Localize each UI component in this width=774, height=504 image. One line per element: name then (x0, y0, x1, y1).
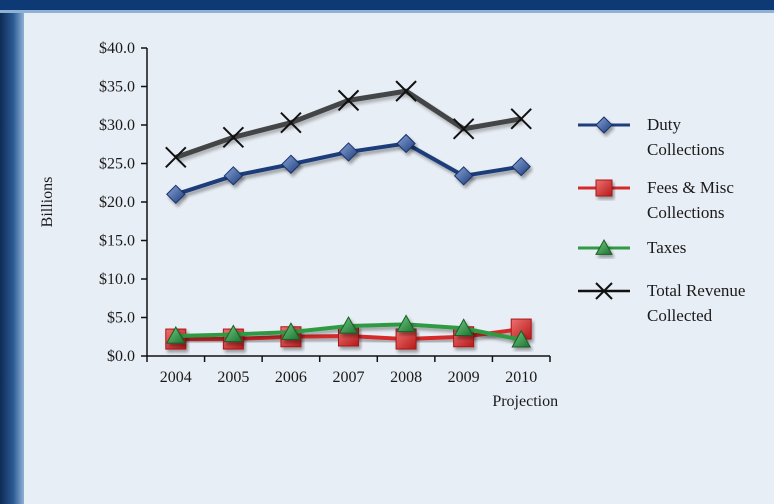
data-point-duty (281, 154, 301, 174)
y-tick-label: $40.0 (99, 40, 135, 57)
top-bar-strip (0, 10, 774, 13)
data-point-total (337, 89, 360, 112)
x-marker-stroke (395, 80, 417, 102)
data-point-taxes (223, 324, 244, 343)
legend-marker-fees (595, 179, 613, 197)
y-axis: $0.0 $5.0 $10.0 $15.0 $20.0 $25.0 $30.0 $35.0 $4… (39, 40, 148, 365)
legend-label-total: Total Revenue (647, 281, 745, 300)
data-point-total (510, 108, 532, 130)
legend-label-fees: Collections (647, 203, 724, 222)
y-tick-marks (141, 47, 147, 357)
y-tick-labels: $0.0 $5.0 $10.0 $15.0 $20.0 $25.0 $30.0 $35.0 $4… (99, 40, 135, 365)
data-point-taxes (165, 325, 186, 344)
x-tick-label: 2009 (448, 369, 480, 386)
y-tick-label: $5.0 (107, 310, 135, 327)
x-tick-label: 2006 (275, 369, 307, 386)
data-point-taxes (511, 329, 532, 348)
legend-label-taxes: Taxes (647, 238, 686, 257)
x-marker-stroke (222, 126, 245, 149)
x-marker-stroke (337, 89, 360, 112)
series-layer (165, 80, 532, 350)
data-point-taxes (338, 315, 359, 334)
x-tick-label: 2008 (390, 369, 422, 386)
x-marker-stroke (595, 282, 613, 300)
data-point-total (395, 80, 417, 102)
x-tick-sublabel: Projection (492, 393, 558, 410)
legend-marker-total (595, 282, 613, 300)
data-point-duty (511, 156, 531, 177)
x-tick-label: 2004 (160, 369, 192, 386)
data-point-total (165, 146, 187, 169)
x-marker-stroke (280, 111, 302, 134)
legend-item-taxes: Taxes (578, 238, 686, 257)
series-duty (166, 133, 531, 205)
x-axis: 2004 2005 2006 2007 2008 2009 2010 Projection (146, 355, 558, 410)
legend-item-fees: Fees & Misc Collections (578, 178, 734, 222)
data-point-duty (396, 133, 416, 154)
y-tick-label: $20.0 (99, 194, 135, 211)
series-taxes (165, 314, 532, 348)
x-tick-labels: 2004 2005 2006 2007 2008 2009 2010 Projection (160, 369, 558, 410)
legend-marker-duty (595, 116, 613, 134)
x-marker-stroke (510, 108, 532, 130)
y-tick-label: $25.0 (99, 156, 135, 173)
data-point-taxes (453, 318, 474, 336)
y-axis-title: Billions (39, 177, 56, 228)
data-point-duty (338, 142, 359, 162)
x-tick-label: 2007 (333, 369, 365, 386)
legend-label-duty: Collections (647, 140, 724, 159)
data-point-total (280, 111, 302, 134)
x-tick-label: 2005 (217, 369, 249, 386)
legend-item-duty: Duty Collections (578, 115, 724, 159)
legend-item-total: Total Revenue Collected (578, 281, 745, 325)
data-point-duty (166, 184, 186, 205)
legend-label-duty: Duty (647, 115, 682, 134)
legend: Duty Collections Fees & Misc Collections Tax… (578, 115, 745, 325)
data-point-duty (223, 166, 244, 186)
series-total (165, 80, 532, 169)
data-point-taxes (396, 314, 416, 333)
left-decorative-rail (0, 0, 24, 504)
data-point-taxes (281, 322, 301, 340)
y-tick-label: $0.0 (107, 348, 135, 365)
x-marker-stroke (452, 118, 475, 140)
x-marker-stroke (165, 146, 187, 169)
x-tick-marks (146, 356, 551, 362)
y-tick-label: $35.0 (99, 79, 135, 96)
x-tick-label: 2010 (505, 369, 537, 386)
y-tick-label: $15.0 (99, 233, 135, 250)
legend-marker-taxes (595, 238, 613, 255)
legend-label-total: Collected (647, 306, 713, 325)
data-point-total (452, 118, 475, 140)
legend-label-fees: Fees & Misc (647, 178, 734, 197)
data-point-total (222, 126, 245, 149)
y-tick-label: $30.0 (99, 117, 135, 134)
data-point-duty (453, 166, 474, 186)
y-tick-label: $10.0 (99, 271, 135, 288)
top-title-bar (0, 0, 774, 10)
